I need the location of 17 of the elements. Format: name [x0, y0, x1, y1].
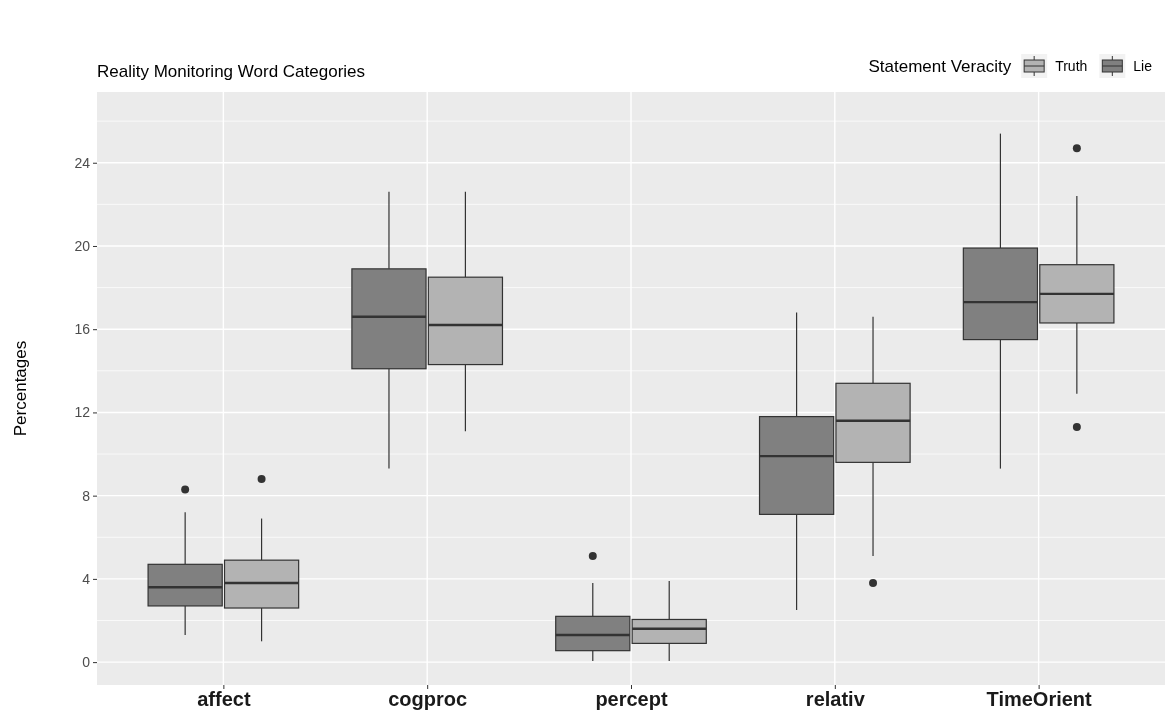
legend-label: Lie — [1133, 58, 1153, 74]
x-tick-label: percept — [595, 688, 668, 711]
y-tick-label: 16 — [74, 321, 91, 338]
legend-label: Truth — [1055, 58, 1088, 74]
x-tick-label: relativ — [805, 688, 866, 711]
x-tick-label: cogproc — [388, 688, 468, 711]
y-axis-title: Percentages — [11, 340, 30, 437]
x-tick-label: TimeOrient — [986, 688, 1093, 711]
y-tick-label: 12 — [74, 404, 91, 421]
y-tick-label: 24 — [74, 154, 91, 171]
y-tick-label: 0 — [82, 654, 91, 671]
y-tick-label: 8 — [82, 487, 91, 504]
chart-subtitle: Reality Monitoring Word Categories — [97, 62, 366, 81]
x-tick-label: affect — [197, 688, 251, 711]
y-tick-label: 20 — [74, 237, 91, 254]
legend-title: Statement Veracity — [868, 57, 1012, 76]
y-tick-label: 4 — [82, 570, 91, 587]
